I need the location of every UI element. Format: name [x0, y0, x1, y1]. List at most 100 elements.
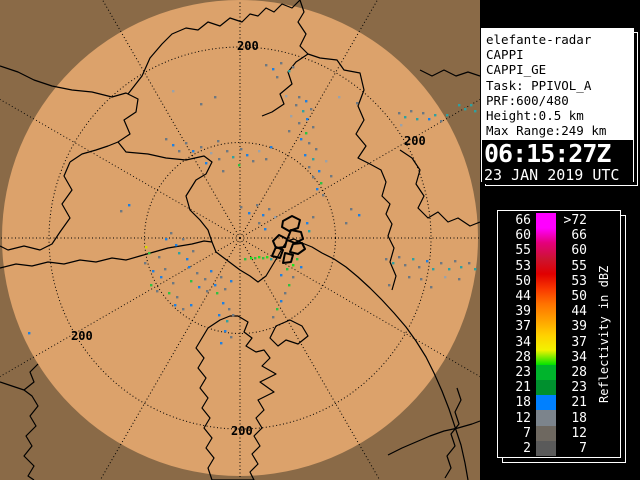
- legend-row: 55 60: [498, 243, 590, 259]
- radar-echo: [308, 166, 311, 169]
- radar-echo: [144, 262, 147, 265]
- radar-echo: [358, 214, 361, 217]
- radar-echo: [190, 280, 193, 283]
- map-border-line: [0, 238, 469, 480]
- island-outline: [269, 319, 309, 347]
- map-border-line: [444, 387, 462, 479]
- map-svg: 200 200 200 200: [0, 0, 480, 480]
- map-border-line: [387, 420, 480, 456]
- legend-row: 18 21: [498, 395, 590, 411]
- legend-color-cell: [536, 288, 556, 305]
- radar-echo: [182, 238, 185, 241]
- radar-echo: [252, 160, 255, 163]
- radar-echo: [238, 164, 241, 167]
- info-line: elefante-radar: [486, 32, 592, 47]
- legend-value-right: 66: [571, 228, 587, 244]
- radar-echo: [356, 102, 359, 105]
- legend-value-left: 23: [515, 364, 531, 380]
- radar-echo: [308, 142, 311, 145]
- radar-echo: [300, 138, 303, 141]
- radar-echo: [198, 286, 201, 289]
- radar-echo: [418, 266, 421, 269]
- legend-color-cell: [536, 319, 556, 335]
- radar-echo: [306, 222, 309, 225]
- legend-value-right: 55: [571, 258, 587, 274]
- legend-row: 7 12: [498, 425, 590, 441]
- radar-echo: [398, 256, 401, 259]
- radar-echo: [205, 162, 208, 165]
- legend-value-left: 50: [515, 273, 531, 289]
- legend-value-left: 44: [515, 289, 531, 305]
- legend-value-right: >72: [563, 213, 587, 229]
- radar-echo: [404, 264, 407, 267]
- azimuth-line: [239, 98, 480, 239]
- legend-value-left: 12: [515, 410, 531, 426]
- radar-echo: [226, 320, 229, 323]
- info-panel: elefante-radar CAPPI CAPPI_GE Task: PPIVOL_…: [481, 28, 634, 185]
- map-border-line: [419, 69, 480, 77]
- radar-echo: [298, 122, 301, 125]
- legend-row: 50 53: [498, 273, 590, 289]
- radar-echo: [216, 292, 219, 295]
- legend-value-left: 28: [515, 349, 531, 365]
- radar-echo: [474, 268, 477, 271]
- radar-echo: [264, 228, 267, 231]
- map-border-line: [261, 53, 309, 117]
- radar-echo: [158, 256, 161, 259]
- legend-row: 44 50: [498, 288, 590, 305]
- radar-echo: [172, 144, 175, 147]
- radar-echo: [292, 66, 295, 69]
- legend-row: 66 >72: [498, 213, 590, 229]
- ring-label: 200: [231, 424, 253, 438]
- azimuth-line: [99, 237, 241, 480]
- radar-echo: [448, 268, 451, 271]
- radar-echo: [222, 302, 225, 305]
- time-box: 06:15:27Z 23 JAN 2019 UTC: [482, 139, 633, 185]
- map-border-line: [399, 149, 480, 227]
- radar-echo: [470, 104, 473, 107]
- radar-echo: [265, 64, 268, 67]
- legend-row: 39 44: [498, 304, 590, 320]
- legend-row: 53 55: [498, 258, 590, 274]
- legend-value-left: 60: [515, 228, 531, 244]
- radar-echo: [186, 258, 189, 261]
- radar-echo: [175, 244, 178, 247]
- legend-value-left: 39: [515, 304, 531, 320]
- radar-echo: [232, 156, 235, 159]
- map-border-line: [297, 0, 397, 291]
- radar-echo: [316, 188, 319, 191]
- radar-echo: [176, 296, 179, 299]
- map-border-line: [23, 363, 39, 391]
- radar-echo: [220, 276, 223, 279]
- radar-echo: [286, 268, 289, 271]
- radar-echo: [174, 304, 177, 307]
- radar-echo: [224, 288, 227, 291]
- radar-echo: [190, 304, 193, 307]
- radar-echo: [404, 116, 407, 119]
- legend-color-cell: [536, 258, 556, 274]
- map-border-line: [0, 161, 73, 251]
- radar-echo: [276, 76, 279, 79]
- radar-echo: [218, 158, 221, 161]
- radar-echo: [165, 138, 168, 141]
- radar-echo: [312, 158, 315, 161]
- legend-value-right: 50: [571, 289, 587, 305]
- radar-echo: [308, 230, 311, 233]
- radar-echo: [300, 266, 303, 269]
- radar-echo: [280, 274, 283, 277]
- legend-color-cell: [536, 364, 556, 381]
- radar-echo: [230, 280, 233, 283]
- radar-echo: [458, 278, 461, 281]
- legend-color-cell: [536, 334, 556, 350]
- radar-echo: [262, 257, 265, 260]
- legend-value-right: 12: [571, 425, 587, 441]
- map-border-line: [69, 141, 119, 163]
- radar-echo: [460, 266, 463, 269]
- legend-title: Reflectivity in dBZ: [597, 265, 611, 403]
- legend-value-right: 7: [579, 440, 587, 456]
- legend-color-cell: [536, 228, 556, 244]
- range-ring: [144, 142, 336, 334]
- map-border-line: [0, 65, 213, 243]
- radar-echo: [440, 120, 443, 123]
